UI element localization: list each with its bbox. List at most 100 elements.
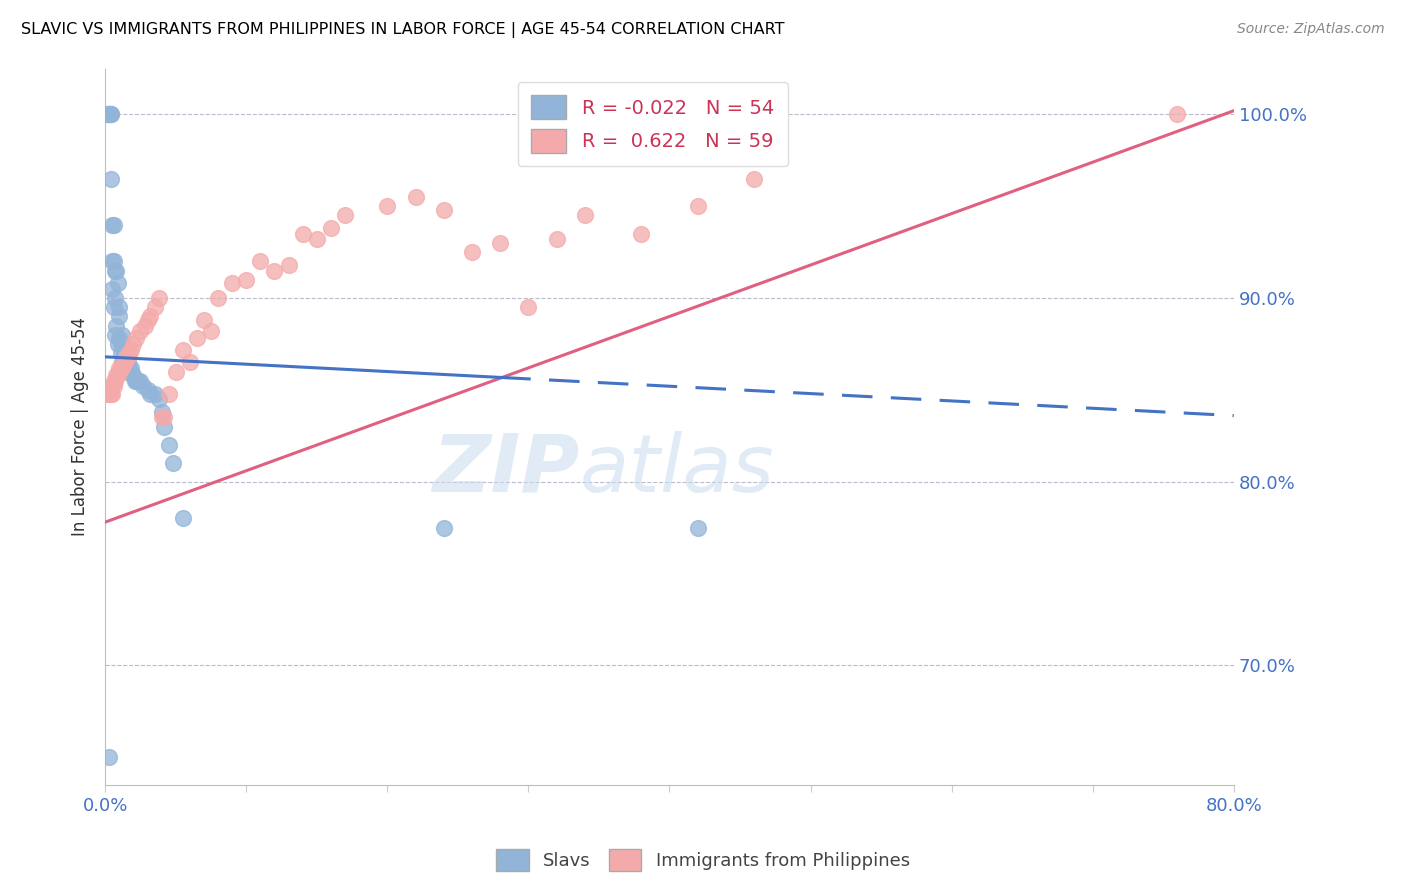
Point [108, 310, 131, 324]
Point [129, 324, 152, 338]
Point [157, 438, 180, 452]
Point [546, 232, 568, 246]
Point [193, 313, 215, 327]
Point [139, 310, 162, 324]
Point [153, 410, 176, 425]
Point [742, 171, 765, 186]
Point [136, 383, 159, 397]
Point [150, 410, 173, 425]
Point [98, 107, 121, 121]
Point [104, 327, 127, 342]
Point [103, 300, 125, 314]
Point [101, 386, 124, 401]
Point [405, 190, 427, 204]
Point [110, 337, 132, 351]
Point [105, 263, 128, 277]
Point [114, 350, 136, 364]
Point [148, 291, 170, 305]
Point [686, 199, 709, 213]
Point [148, 392, 170, 406]
Point [98, 386, 121, 401]
Text: atlas: atlas [579, 431, 773, 508]
Point [517, 300, 540, 314]
Point [110, 346, 132, 360]
Point [115, 350, 138, 364]
Point [111, 355, 134, 369]
Point [162, 456, 184, 470]
Point [235, 273, 257, 287]
Point [118, 346, 141, 360]
Point [686, 521, 709, 535]
Point [107, 368, 129, 383]
Point [117, 350, 139, 364]
Point [433, 521, 456, 535]
Point [98, 107, 121, 121]
Point [172, 511, 194, 525]
Point [122, 337, 145, 351]
Point [143, 386, 166, 401]
Point [291, 227, 314, 241]
Point [153, 419, 176, 434]
Point [112, 355, 135, 369]
Text: ZIP: ZIP [432, 431, 579, 508]
Point [200, 324, 222, 338]
Point [574, 209, 596, 223]
Point [114, 355, 136, 369]
Point [103, 218, 125, 232]
Point [108, 360, 131, 375]
Point [132, 379, 155, 393]
Point [98, 107, 121, 121]
Point [101, 218, 124, 232]
Point [630, 227, 652, 241]
Point [333, 209, 356, 223]
Point [489, 235, 512, 250]
Text: Source: ZipAtlas.com: Source: ZipAtlas.com [1237, 22, 1385, 37]
Point [112, 346, 135, 360]
Point [129, 374, 152, 388]
Point [1166, 107, 1188, 121]
Point [172, 343, 194, 357]
Point [100, 386, 122, 401]
Point [97, 107, 120, 121]
Point [117, 355, 139, 369]
Point [277, 258, 299, 272]
Point [120, 360, 142, 375]
Point [118, 360, 141, 375]
Point [97, 107, 120, 121]
Point [104, 374, 127, 388]
Point [127, 374, 149, 388]
Point [143, 300, 166, 314]
Point [305, 232, 328, 246]
Point [377, 199, 399, 213]
Legend: Slavs, Immigrants from Philippines: Slavs, Immigrants from Philippines [489, 842, 917, 879]
Point [122, 368, 145, 383]
Point [100, 107, 122, 121]
Point [97, 386, 120, 401]
Point [98, 107, 121, 121]
Point [108, 300, 131, 314]
Point [100, 171, 122, 186]
Point [111, 327, 134, 342]
Point [105, 318, 128, 333]
Point [136, 313, 159, 327]
Point [100, 107, 122, 121]
Point [108, 331, 131, 345]
Point [433, 202, 456, 217]
Point [139, 386, 162, 401]
Point [121, 368, 143, 383]
Point [103, 374, 125, 388]
Point [98, 750, 121, 764]
Point [105, 368, 128, 383]
Y-axis label: In Labor Force | Age 45-54: In Labor Force | Age 45-54 [72, 318, 89, 536]
Point [319, 221, 342, 235]
Point [249, 254, 271, 268]
Point [101, 282, 124, 296]
Legend: R = -0.022   N = 54, R =  0.622   N = 59: R = -0.022 N = 54, R = 0.622 N = 59 [517, 82, 787, 166]
Point [221, 277, 243, 291]
Point [107, 337, 129, 351]
Point [103, 379, 125, 393]
Point [125, 374, 148, 388]
Point [150, 405, 173, 419]
Point [461, 245, 484, 260]
Point [165, 365, 187, 379]
